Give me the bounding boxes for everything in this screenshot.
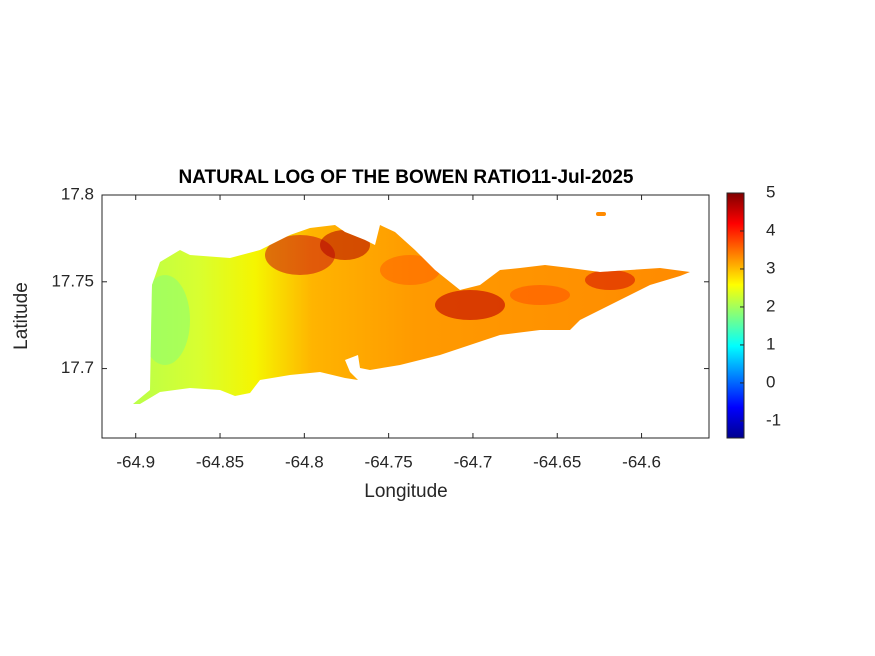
x-tick-label: -64.9 bbox=[116, 452, 155, 471]
y-axis-label: Latitude bbox=[11, 282, 32, 350]
y-tick-label: 17.7 bbox=[61, 358, 94, 377]
colorbar bbox=[726, 192, 745, 439]
colorbar-tick-label: 5 bbox=[766, 182, 775, 201]
x-tick-label: -64.65 bbox=[533, 452, 581, 471]
y-tick-label: 17.8 bbox=[61, 184, 94, 203]
colorbar-tick-label: 4 bbox=[766, 220, 775, 239]
colorbar-tick-label: -1 bbox=[766, 410, 781, 429]
x-tick-label: -64.85 bbox=[196, 452, 244, 471]
colorbar-tick-label: 1 bbox=[766, 334, 775, 353]
x-axis-label: Longitude bbox=[364, 481, 447, 502]
x-tick-label: -64.7 bbox=[454, 452, 493, 471]
x-tick-label: -64.8 bbox=[285, 452, 324, 471]
x-tick-label: -64.6 bbox=[622, 452, 661, 471]
map-islet bbox=[596, 212, 606, 216]
colorbar-tick-label: 3 bbox=[766, 258, 775, 277]
chart-title: NATURAL LOG OF THE BOWEN RATIO11-Jul-202… bbox=[179, 167, 634, 188]
x-tick-label: -64.75 bbox=[365, 452, 413, 471]
y-tick-label: 17.75 bbox=[51, 271, 94, 290]
colorbar-tick-label: 0 bbox=[766, 372, 775, 391]
colorbar-tick-label: 2 bbox=[766, 296, 775, 315]
